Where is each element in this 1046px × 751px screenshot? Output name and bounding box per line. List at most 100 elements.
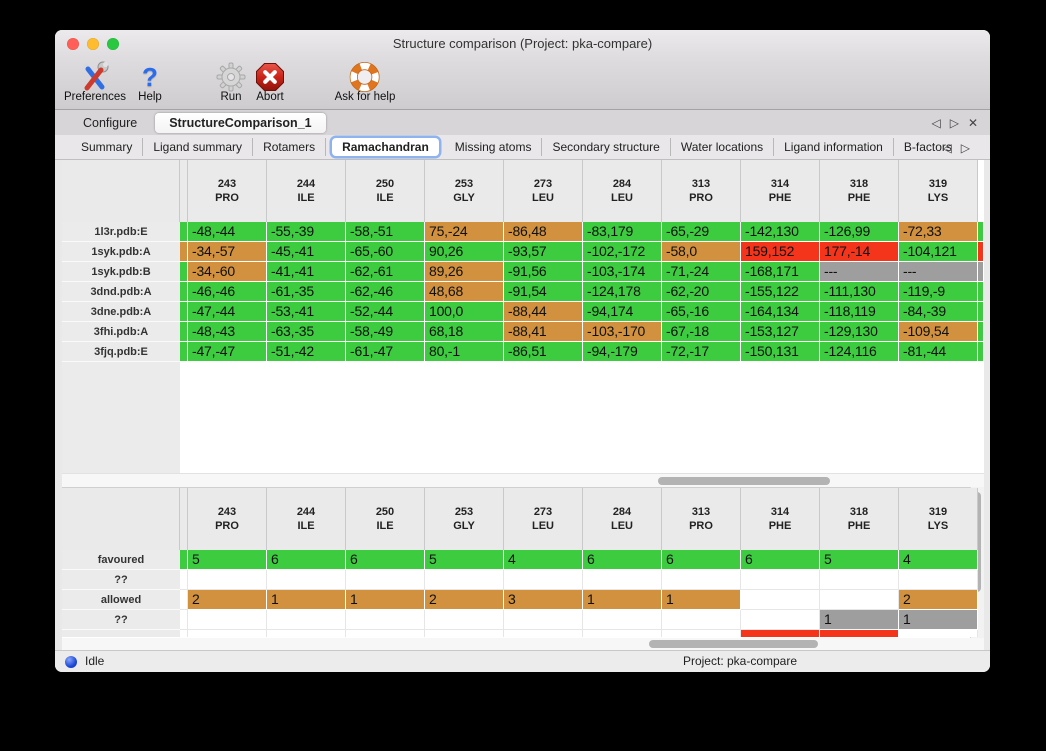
ask-for-help-button[interactable]: Ask for help	[335, 61, 395, 103]
table-cell[interactable]: 2	[899, 590, 978, 610]
table-cell[interactable]: 2	[188, 590, 267, 610]
table-cell[interactable]: 1	[346, 590, 425, 610]
tab-structurecomparison_1[interactable]: StructureComparison_1	[155, 112, 326, 133]
partial-cell-right[interactable]	[978, 222, 984, 242]
table-cell[interactable]	[583, 630, 662, 637]
table-cell[interactable]: ---	[899, 262, 978, 282]
table-cell[interactable]: -109,54	[899, 322, 978, 342]
table-cell[interactable]: -86,51	[504, 342, 583, 362]
table-cell[interactable]	[267, 570, 346, 590]
partial-cell-left[interactable]	[180, 302, 188, 322]
tab-scroll-left-icon[interactable]: ◁	[931, 115, 941, 130]
partial-cell-left[interactable]	[180, 282, 188, 302]
table-cell[interactable]	[583, 570, 662, 590]
table-cell[interactable]: 1	[662, 590, 741, 610]
table-cell[interactable]: -62,-46	[346, 282, 425, 302]
table-cell[interactable]: 5	[188, 550, 267, 570]
table-cell[interactable]	[820, 570, 899, 590]
table-cell[interactable]: -53,-41	[267, 302, 346, 322]
subtab-scroll-left-icon[interactable]: ◁	[942, 140, 952, 155]
table-cell[interactable]: 80,-1	[425, 342, 504, 362]
tab-scroll-right-icon[interactable]: ▷	[949, 115, 959, 130]
table-cell[interactable]: -155,122	[741, 282, 820, 302]
tab-missing-atoms[interactable]: Missing atoms	[445, 138, 543, 156]
table-cell[interactable]: -47,-47	[188, 342, 267, 362]
table-cell[interactable]: 100,0	[425, 302, 504, 322]
table-cell[interactable]	[267, 630, 346, 637]
tab-secondary-structure[interactable]: Secondary structure	[542, 138, 671, 156]
partial-cell-left[interactable]	[180, 550, 188, 570]
table-cell[interactable]: -102,-172	[583, 242, 662, 262]
table-cell[interactable]: 48,68	[425, 282, 504, 302]
table-cell[interactable]: -34,-57	[188, 242, 267, 262]
tab-b-factors[interactable]: B-factors	[903, 140, 952, 154]
table-cell[interactable]: -94,174	[583, 302, 662, 322]
table-cell[interactable]: -67,-18	[662, 322, 741, 342]
table-cell[interactable]	[267, 610, 346, 630]
table-cell[interactable]: -65,-16	[662, 302, 741, 322]
horizontal-scrollbar-bottom[interactable]	[62, 638, 984, 650]
tab-ramachandran[interactable]: Ramachandran	[332, 138, 439, 156]
table-cell[interactable]: -111,130	[820, 282, 899, 302]
table-cell[interactable]: 177,-14	[820, 242, 899, 262]
partial-cell-right[interactable]	[978, 262, 984, 282]
table-cell[interactable]: -103,-170	[583, 322, 662, 342]
table-cell[interactable]: -168,171	[741, 262, 820, 282]
table-cell[interactable]: -86,48	[504, 222, 583, 242]
table-cell[interactable]: -104,121	[899, 242, 978, 262]
horizontal-scrollbar[interactable]	[62, 473, 984, 487]
minimize-icon[interactable]	[87, 38, 99, 50]
table-cell[interactable]	[346, 610, 425, 630]
table-cell[interactable]: -46,-46	[188, 282, 267, 302]
table-cell[interactable]: 4	[899, 550, 978, 570]
table-cell[interactable]: 5	[820, 550, 899, 570]
preferences-button[interactable]: Preferences	[64, 61, 126, 103]
table-cell[interactable]: 6	[741, 550, 820, 570]
table-cell[interactable]	[662, 630, 741, 637]
table-cell[interactable]: -124,178	[583, 282, 662, 302]
partial-cell-left[interactable]	[180, 322, 188, 342]
table-cell[interactable]: -45,-41	[267, 242, 346, 262]
table-cell[interactable]: 4	[504, 550, 583, 570]
tab-configure[interactable]: Configure	[83, 115, 138, 130]
table-cell[interactable]: 68,18	[425, 322, 504, 342]
partial-cell-left[interactable]	[180, 222, 188, 242]
table-cell[interactable]	[188, 630, 267, 637]
table-cell[interactable]: -62,-20	[662, 282, 741, 302]
table-cell[interactable]: -58,-49	[346, 322, 425, 342]
table-cell[interactable]: -61,-35	[267, 282, 346, 302]
table-cell[interactable]: 6	[662, 550, 741, 570]
partial-cell-right[interactable]	[978, 302, 984, 322]
partial-cell-left[interactable]	[180, 590, 188, 610]
tab-close-icon[interactable]: ✕	[967, 115, 978, 130]
table-cell[interactable]: 6	[267, 550, 346, 570]
partial-cell-right[interactable]	[978, 342, 984, 362]
table-cell[interactable]: 159,152	[741, 242, 820, 262]
partial-cell-left[interactable]	[180, 610, 188, 630]
table-cell[interactable]: -51,-42	[267, 342, 346, 362]
partial-cell-left[interactable]	[180, 630, 188, 637]
table-cell[interactable]: -55,-39	[267, 222, 346, 242]
table-cell[interactable]: -164,134	[741, 302, 820, 322]
table-cell[interactable]: -65,-29	[662, 222, 741, 242]
table-cell[interactable]	[583, 610, 662, 630]
table-cell[interactable]: 5	[425, 550, 504, 570]
table-cell[interactable]: -94,-179	[583, 342, 662, 362]
table-cell[interactable]: 3	[504, 590, 583, 610]
table-cell[interactable]: -150,131	[741, 342, 820, 362]
table-cell[interactable]: -88,44	[504, 302, 583, 322]
tab-water-locations[interactable]: Water locations	[671, 138, 775, 156]
tab-summary[interactable]: Summary	[71, 138, 144, 156]
table-cell[interactable]	[504, 630, 583, 637]
table-cell[interactable]	[741, 610, 820, 630]
table-cell[interactable]: -119,-9	[899, 282, 978, 302]
table-cell[interactable]: -126,99	[820, 222, 899, 242]
partial-cell-right[interactable]	[978, 242, 984, 262]
table-cell[interactable]: -88,41	[504, 322, 583, 342]
table-cell[interactable]: -63,-35	[267, 322, 346, 342]
table-cell[interactable]: ---	[820, 262, 899, 282]
table-cell[interactable]: -129,130	[820, 322, 899, 342]
table-cell[interactable]: 1	[267, 590, 346, 610]
partial-cell-left[interactable]	[180, 570, 188, 590]
help-button[interactable]: ? Help	[138, 61, 162, 104]
